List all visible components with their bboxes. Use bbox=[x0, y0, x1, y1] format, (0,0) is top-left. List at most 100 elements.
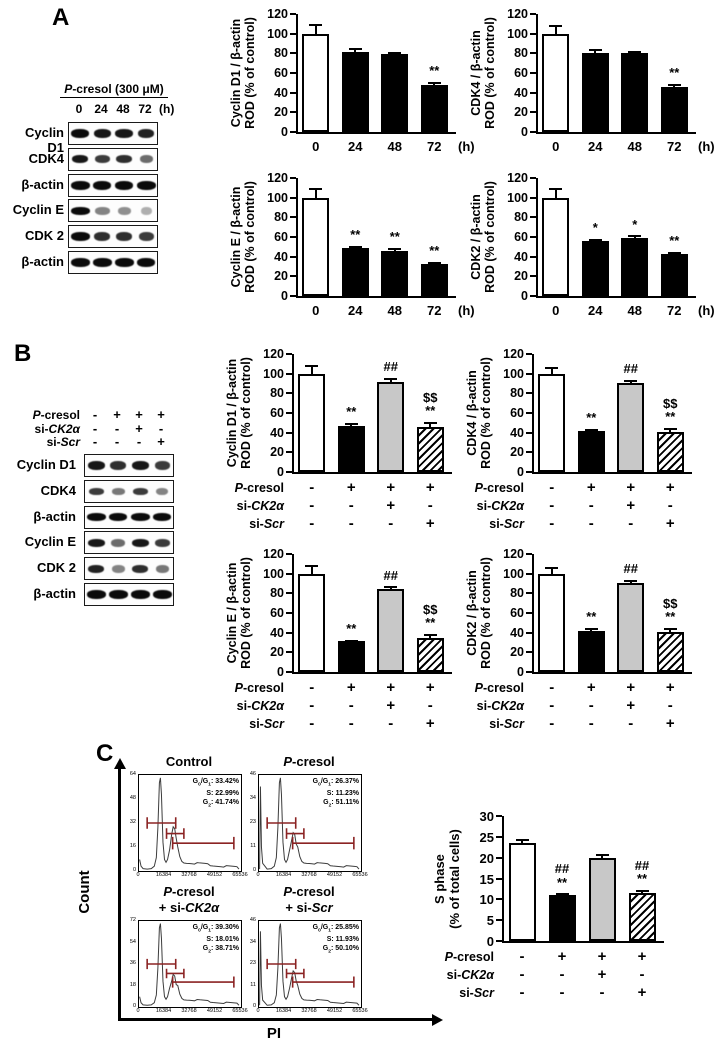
facs-x-tick-label: 32768 bbox=[181, 1008, 197, 1014]
treatment-row-label: si-CK2α bbox=[476, 699, 524, 713]
blot-band bbox=[153, 513, 171, 522]
y-tick-mark bbox=[530, 32, 536, 35]
blot-band bbox=[131, 461, 149, 470]
facs-histogram-svg bbox=[259, 775, 361, 871]
facs-plot-c-facs-si-ck2a: G0/G1: 39.30% S: 18.01% G2: 38.71% bbox=[138, 920, 242, 1008]
blot-band bbox=[71, 129, 89, 138]
blot-band bbox=[116, 155, 132, 164]
y-tick-label: 10 bbox=[479, 892, 494, 908]
treatment-row-label: si-CK2α bbox=[236, 499, 284, 513]
y-tick-mark bbox=[530, 72, 536, 74]
y-tick-mark bbox=[290, 196, 296, 199]
treatment-cell: - bbox=[549, 497, 555, 514]
y-tick-label: 100 bbox=[267, 26, 288, 41]
y-tick-label: 60 bbox=[510, 406, 524, 420]
error-bar-stem bbox=[429, 635, 432, 638]
y-tick-mark bbox=[530, 52, 536, 55]
significance-label: ** bbox=[669, 233, 680, 249]
y-tick-label: 120 bbox=[503, 547, 524, 561]
bar bbox=[377, 589, 405, 672]
bar-chart-a-cyclin-e: Cyclin E / β-actin ROD (% of control) 0 20 4… bbox=[229, 170, 478, 332]
blot-row-label: β-actin bbox=[33, 586, 76, 601]
blot-band bbox=[70, 180, 90, 190]
blot-row-label: β-actin bbox=[33, 508, 76, 524]
error-bar-cap bbox=[388, 247, 402, 250]
facs-y-tick-label: 64 bbox=[129, 771, 136, 777]
blot-band bbox=[109, 513, 127, 522]
x-tick-label: 48 bbox=[627, 139, 642, 154]
y-tick-label: 100 bbox=[507, 190, 528, 205]
error-bar-cap bbox=[549, 24, 563, 27]
blot-treatment-label: si-CK2α bbox=[34, 421, 80, 436]
y-tick-label: 120 bbox=[267, 7, 288, 21]
treatment-row-label: si-Scr bbox=[249, 717, 284, 731]
treatment-cell: + bbox=[665, 715, 675, 732]
facs-plot-c-facs-si-scr: G0/G1: 25.85% S: 11.93% G2: 50.10% bbox=[258, 920, 362, 1008]
blot-row-label: Cyclin D1 bbox=[16, 457, 76, 472]
error-bar-cap bbox=[663, 427, 677, 430]
treatment-cell: - bbox=[309, 697, 315, 714]
blot-time-unit: (h) bbox=[159, 102, 175, 116]
error-bar-stem bbox=[629, 581, 632, 583]
bar-chart-c-s-phase: S phase (% of total cells) 0 5 10 15 20 25 30 ## *… bbox=[432, 774, 682, 1036]
significance-label: $$ ** bbox=[663, 395, 678, 425]
y-tick-mark bbox=[290, 32, 296, 35]
y-tick-label: 120 bbox=[263, 547, 284, 561]
facs-histogram-svg bbox=[259, 921, 361, 1007]
facs-x-tick-label: 32768 bbox=[301, 872, 317, 878]
blot-band bbox=[70, 258, 90, 267]
blot-band bbox=[93, 180, 111, 190]
y-tick-label: 20 bbox=[274, 105, 288, 120]
treatment-cell: - bbox=[519, 948, 525, 965]
treatment-cell: - bbox=[309, 479, 315, 496]
treatment-row-label: si-CK2α bbox=[236, 699, 284, 713]
plot-area bbox=[296, 14, 456, 134]
blot-time-tick: 72 bbox=[138, 102, 152, 116]
x-tick-label: 72 bbox=[667, 139, 682, 154]
facs-y-tick-label: 11 bbox=[250, 981, 256, 988]
significance-label: ** bbox=[586, 410, 597, 426]
bar bbox=[420, 263, 448, 296]
facs-x-tick-label: 32768 bbox=[181, 872, 197, 878]
blot-row-label: Cyclin E bbox=[24, 534, 76, 550]
blot-band bbox=[131, 538, 149, 547]
blot-box bbox=[84, 531, 174, 555]
x-tick-label: 24 bbox=[588, 139, 603, 154]
facs-x-tick-label: 0 bbox=[136, 872, 140, 878]
facs-x-tick-label: 49152 bbox=[206, 872, 223, 878]
y-tick-mark bbox=[290, 72, 296, 74]
treatment-cell: - bbox=[519, 984, 525, 1001]
bar bbox=[298, 373, 326, 472]
blot-band bbox=[136, 180, 156, 190]
x-tick-label: 0 bbox=[312, 139, 320, 154]
blot-box bbox=[68, 225, 158, 249]
panel-a-western-blots: P-cresol (300 μM) 0 24 48 72 (h) Cyclin D1 CDK4… bbox=[6, 80, 226, 336]
gate-markers bbox=[267, 817, 354, 849]
treatment-cell: + bbox=[346, 479, 356, 496]
error-bar-cap bbox=[555, 893, 569, 896]
facs-y-tick-label: 54 bbox=[129, 938, 136, 945]
treatment-cell: + bbox=[665, 515, 675, 532]
facs-y-tick-label: 0 bbox=[252, 867, 256, 873]
y-tick-mark bbox=[286, 353, 292, 355]
treatment-cell: - bbox=[348, 497, 354, 514]
panel-a-label: A bbox=[52, 4, 70, 31]
blot-box bbox=[84, 557, 174, 581]
y-tick-mark bbox=[530, 131, 536, 133]
error-bar-stem bbox=[389, 588, 392, 590]
blot-box bbox=[68, 147, 158, 171]
x-tick-label: 48 bbox=[387, 139, 402, 154]
error-bar-cap bbox=[549, 187, 563, 190]
facs-histogram-svg bbox=[139, 921, 241, 1007]
y-tick-mark bbox=[496, 919, 502, 922]
treatment-cell: - bbox=[388, 515, 394, 532]
bar bbox=[621, 237, 649, 296]
significance-label: ** bbox=[389, 229, 400, 245]
blot-band bbox=[138, 232, 154, 242]
y-tick-mark bbox=[286, 572, 292, 575]
facs-y-tick-label: 23 bbox=[249, 819, 256, 825]
blot-band bbox=[154, 461, 170, 470]
facs-title: P-cresol bbox=[283, 754, 335, 769]
y-tick-mark bbox=[290, 13, 296, 15]
x-tick-label: 48 bbox=[627, 303, 642, 318]
